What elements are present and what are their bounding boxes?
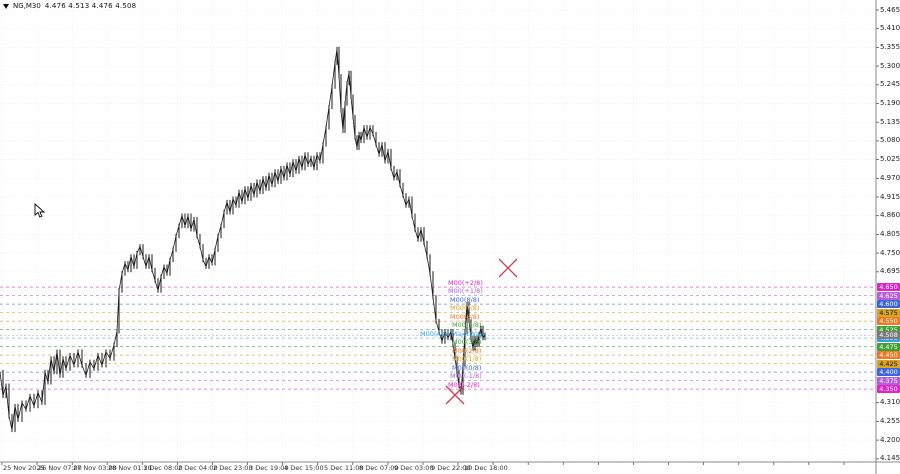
murrey-level-label: M00(1/8) [452,355,482,364]
murrey-level-label: M00(7/8) [450,304,480,313]
price-tick-label: 4.915 [880,192,900,201]
time-tick-label: 9 Dec 22:00 [431,464,471,472]
time-tick-label: 9 Dec 03:00 [394,464,434,472]
time-tick-label: 2 Dec 23:00 [213,464,253,472]
murrey-level-label: M00(+2/8) [448,278,483,287]
murrey-level-label: M00(-1/8) [450,372,482,381]
price-tick-label: 4.970 [880,173,900,182]
price-tick-label: 4.310 [880,398,900,407]
price-tick-label: 5.135 [880,117,900,126]
murrey-level-label: M00(5/8) [452,321,482,330]
time-tick-label: 25 Nov 2025 [3,464,45,472]
murrey-price-badge: 4.625 [877,291,900,300]
price-tick-label: 4.860 [880,211,900,220]
murrey-price-badge: 4.425 [877,359,900,368]
price-tick-label: 5.465 [880,5,900,14]
murrey-level-label: M00(4/8) MajorWay [420,329,484,338]
murrey-price-badge: 4.350 [877,385,900,394]
murrey-price-badge: 4.550 [877,317,900,326]
time-tick-label: 5 Dec 11:00 [324,464,364,472]
price-tick-label: 4.750 [880,248,900,257]
murrey-price-badge: 4.650 [877,283,900,292]
murrey-level-label: M00(8/8) [450,295,480,304]
time-tick-label: 27 Nov 03:00 [73,464,117,472]
price-tick-label: 4.200 [880,435,900,444]
x-marker-icon[interactable] [445,385,465,405]
murrey-level-label: M00(2/8) [452,346,482,355]
time-tick-label: 10 Dec 18:00 [464,464,508,472]
title-bar: NG,M30 4.476 4.513 4.476 4.508 [3,2,136,10]
murrey-level-label: M00(3/8) [452,338,482,347]
murrey-price-badge: 4.575 [877,308,900,317]
x-marker-icon[interactable] [498,258,518,278]
time-tick-label: 26 Nov 07:00 [38,464,82,472]
time-tick-label: 2 Dec 04:00 [178,464,218,472]
symbol-period-label: NG,M30 [13,2,41,10]
price-tick-label: 5.080 [880,136,900,145]
price-tick-label: 5.410 [880,24,900,33]
price-tick-label: 5.300 [880,61,900,70]
dropdown-arrow-icon[interactable] [3,3,9,9]
time-tick-label: 28 Nov 01:30 [108,464,152,472]
murrey-price-badge: 4.475 [877,342,900,351]
time-tick-label: 3 Dec 19:00 [249,464,289,472]
murrey-level-label: M00(6/8) [450,312,480,321]
price-tick-label: 4.145 [880,454,900,463]
ohlc-values: 4.476 4.513 4.476 4.508 [44,2,137,10]
current-price-badge: 4.508 [877,331,900,340]
murrey-level-label: M00(+1/8) [448,287,483,296]
murrey-price-badge: 4.525 [877,325,900,334]
time-tick-label: 4 Dec 15:00 [284,464,324,472]
price-series-line [0,49,486,430]
price-tick-label: 5.355 [880,42,900,51]
price-tick-label: 4.255 [880,416,900,425]
murrey-price-badge: 4.600 [877,300,900,309]
murrey-price-badge: 4.375 [877,376,900,385]
price-tick-label: 5.245 [880,80,900,89]
murrey-price-badge: 4.400 [877,368,900,377]
price-tick-label: 5.190 [880,99,900,107]
time-tick-label: 1 Dec 08:00 [143,464,183,472]
murrey-price-badge: 4.450 [877,351,900,360]
murrey-level-label: M00(0/8) [452,363,482,372]
price-tick-label: 4.805 [880,229,900,238]
time-tick-label: 8 Dec 07:00 [359,464,399,472]
price-tick-label: 4.695 [880,267,900,276]
murrey-level-label: M00(-2/8) [448,380,480,389]
price-tick-label: 5.025 [880,155,900,164]
